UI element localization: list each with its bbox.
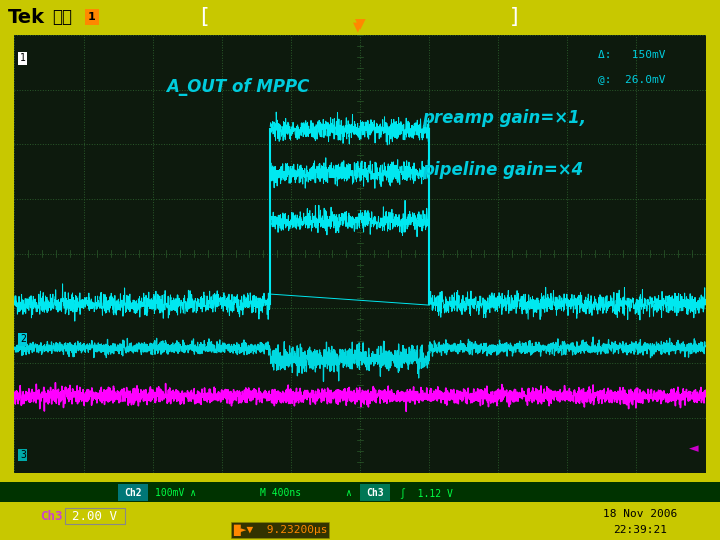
Text: 3: 3 [20,450,26,460]
Text: ]: ] [510,7,518,27]
Text: Δ:   150mV: Δ: 150mV [598,50,666,60]
Text: 1: 1 [88,12,96,22]
Text: Ch3: Ch3 [40,510,63,523]
Text: preamp gain=×1,: preamp gain=×1, [422,109,586,126]
Text: 18 Nov 2006: 18 Nov 2006 [603,509,677,519]
Text: 停止: 停止 [52,8,72,26]
Bar [65,508,125,524]
Text: Tek: Tek [8,8,45,26]
Bar [118,484,148,501]
Text: Ch3: Ch3 [366,488,384,498]
Text: 1: 1 [20,53,26,64]
Text: 22:39:21: 22:39:21 [613,525,667,535]
Text: ∫  1.12 V: ∫ 1.12 V [400,488,453,498]
Text: 2.00 V: 2.00 V [73,510,117,523]
Text: Ch2: Ch2 [124,488,142,498]
Text: @:  26.0mV: @: 26.0mV [598,75,666,84]
FancyBboxPatch shape [85,9,99,25]
Bar [0,482,720,502]
Text: ◄: ◄ [689,442,698,455]
Text: 100mV ∧: 100mV ∧ [155,488,196,498]
Text: ∧: ∧ [345,488,351,498]
Text: A_OUT of MPPC: A_OUT of MPPC [166,78,310,96]
Bar [360,484,390,501]
Text: [: [ [200,7,209,27]
Text: 2: 2 [20,334,26,344]
Text: ▼: ▼ [355,16,365,30]
Text: ▇►▼  9.23200μs: ▇►▼ 9.23200μs [233,524,328,536]
Text: pipeline gain=×4: pipeline gain=×4 [422,161,583,179]
Text: ▼: ▼ [353,20,363,33]
Text: M 400ns: M 400ns [260,488,301,498]
